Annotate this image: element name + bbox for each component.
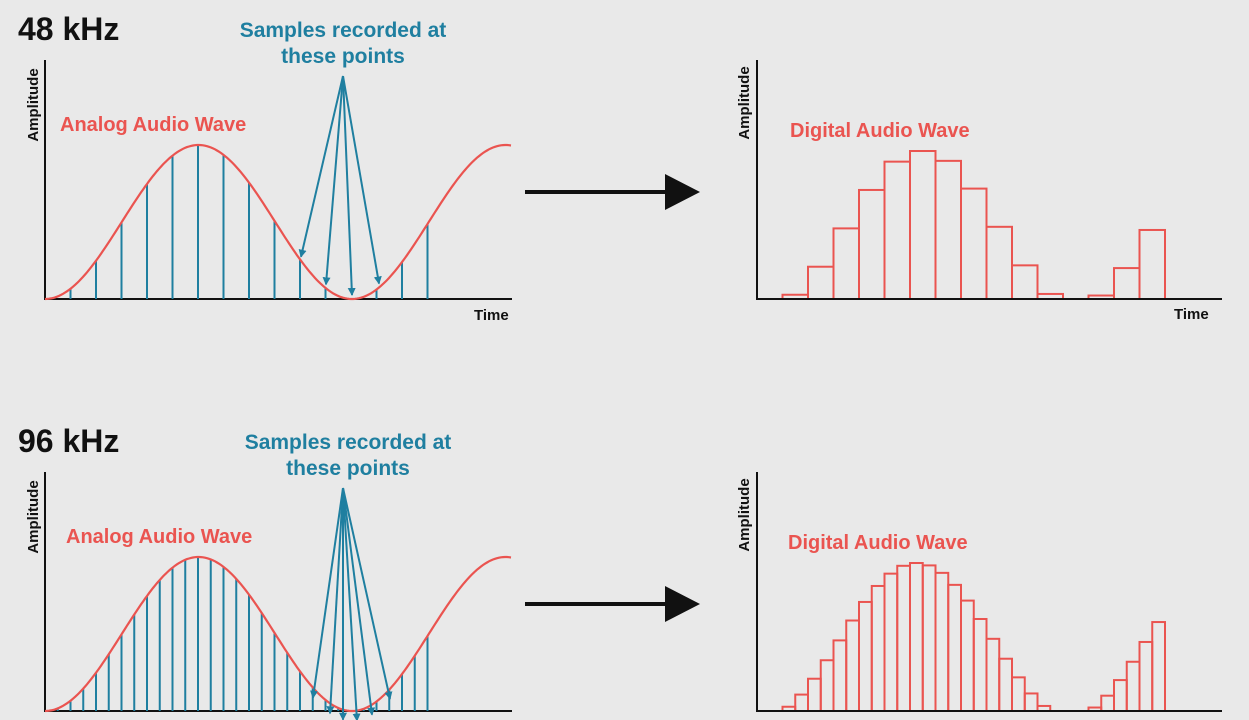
x-axis-label: Time bbox=[474, 307, 509, 324]
digital-step bbox=[858, 600, 873, 713]
digital-step bbox=[985, 225, 1013, 300]
annotation: Samples recorded at bbox=[240, 19, 447, 42]
digital-step bbox=[896, 564, 911, 712]
axes bbox=[44, 60, 512, 300]
digital-step bbox=[1011, 264, 1039, 301]
digital-step bbox=[1100, 694, 1115, 712]
digital-step bbox=[934, 159, 962, 300]
digital-step bbox=[858, 188, 886, 301]
transform-arrowhead bbox=[665, 174, 700, 210]
sample-rate: 96 kHz bbox=[18, 423, 119, 459]
digital-step bbox=[909, 150, 937, 300]
y-axis-label: Amplitude bbox=[736, 478, 753, 551]
digital-step bbox=[909, 562, 924, 712]
y-axis-label: Amplitude bbox=[25, 68, 42, 141]
panel: 48 kHz Samples recorded at these points Amp… bbox=[18, 11, 1222, 324]
annotation: these points bbox=[281, 45, 405, 68]
digital-step bbox=[870, 584, 886, 713]
digital-step bbox=[807, 265, 835, 300]
digital-step bbox=[972, 617, 988, 712]
digital-step bbox=[832, 227, 860, 301]
y-axis-label: Amplitude bbox=[25, 480, 42, 553]
pointer-arrow bbox=[342, 75, 382, 285]
wave-label: Digital Audio Wave bbox=[788, 532, 968, 554]
digital-step bbox=[794, 693, 809, 712]
wave-label: Analog Audio Wave bbox=[66, 526, 252, 548]
sample-rate: 48 kHz bbox=[18, 11, 119, 47]
axes bbox=[756, 60, 1222, 300]
digital-step bbox=[832, 639, 848, 713]
digital-step bbox=[1113, 679, 1128, 712]
digital-step bbox=[1011, 676, 1026, 713]
digital-step bbox=[921, 564, 937, 712]
annotation: these points bbox=[286, 457, 410, 480]
annotation: Samples recorded at bbox=[245, 431, 452, 454]
axes bbox=[756, 472, 1222, 712]
digital-step bbox=[819, 659, 835, 713]
pointer-arrow bbox=[342, 75, 356, 296]
transform-arrowhead bbox=[665, 586, 700, 622]
digital-step bbox=[960, 187, 988, 301]
analog-wave bbox=[44, 143, 512, 301]
pointer-arrow bbox=[326, 487, 344, 715]
digital-step bbox=[960, 599, 975, 713]
digital-step bbox=[1138, 640, 1154, 713]
digital-step bbox=[985, 637, 1001, 712]
digital-step bbox=[883, 572, 899, 712]
digital-step bbox=[1151, 621, 1166, 713]
digital-step bbox=[998, 657, 1013, 713]
axes bbox=[44, 472, 512, 712]
pointer-arrow bbox=[310, 487, 344, 699]
pointer-arrow bbox=[322, 75, 344, 286]
digital-step bbox=[807, 677, 822, 712]
digital-step bbox=[845, 619, 860, 712]
digital-step bbox=[883, 160, 911, 300]
digital-step bbox=[1138, 228, 1166, 301]
digital-step bbox=[1023, 692, 1039, 713]
y-axis-label: Amplitude bbox=[736, 66, 753, 139]
pointer-arrow bbox=[342, 487, 361, 720]
pointer-arrow bbox=[342, 487, 393, 700]
panel: 96 kHz Samples recorded at these points Amp… bbox=[18, 423, 1222, 720]
digital-step bbox=[1113, 267, 1141, 300]
pointer-arrow bbox=[298, 75, 344, 258]
analog-wave bbox=[44, 555, 512, 713]
digital-step bbox=[934, 571, 950, 712]
pointer-arrow bbox=[342, 487, 376, 716]
x-axis-label: Time bbox=[1174, 306, 1209, 323]
digital-step bbox=[1125, 660, 1141, 713]
digital-step bbox=[947, 583, 962, 713]
wave-label: Analog Audio Wave bbox=[60, 114, 246, 136]
wave-label: Digital Audio Wave bbox=[790, 120, 970, 142]
